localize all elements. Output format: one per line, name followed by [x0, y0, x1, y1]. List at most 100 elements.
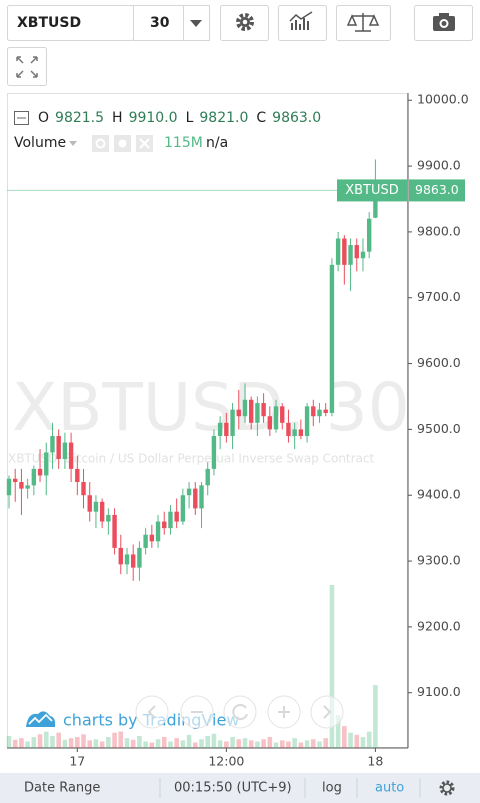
gear-icon: [236, 13, 254, 31]
volume-bar: [335, 715, 341, 748]
candle-body: [99, 501, 105, 522]
symbol-tag-label: XBTUSD: [345, 183, 399, 198]
watermark: XBTUSD, 30: [12, 369, 410, 446]
candle-body: [286, 422, 291, 436]
volume-bar: [323, 738, 329, 748]
volume-bar: [342, 726, 347, 748]
navigation-icons: [147, 704, 332, 721]
y-tick-label: 9400.0: [417, 487, 461, 502]
candle-body: [37, 468, 43, 476]
scale-icon: [346, 13, 380, 32]
volume-bar: [180, 740, 186, 748]
volume-bar: [193, 742, 198, 748]
y-tick-label: 9800.0: [417, 223, 461, 238]
candle-body: [236, 409, 241, 417]
symbol-tag: [337, 179, 407, 202]
candle-body: [242, 399, 248, 417]
price-tag: [409, 179, 465, 202]
candle-body: [342, 238, 347, 265]
y-tick-label: 9100.0: [417, 684, 461, 699]
volume-controls: [92, 135, 153, 152]
volume-status: n/a: [206, 135, 228, 151]
scroll-right[interactable]: [310, 695, 344, 729]
log-toggle[interactable]: log: [322, 781, 342, 796]
candle-body: [137, 547, 142, 568]
y-tick-label: 9700.0: [417, 289, 461, 304]
fullscreen-button[interactable]: [7, 47, 47, 86]
volume-dropdown[interactable]: [69, 141, 77, 146]
y-tick-label: 9500.0: [417, 421, 461, 436]
volume-bar: [360, 737, 366, 748]
volume-bar: [329, 585, 335, 748]
ohlc-value: 9821.5: [55, 110, 104, 126]
candle-body: [112, 514, 117, 548]
clock: 00:15:50 (UTC+9): [174, 781, 292, 796]
volume-bar: [248, 740, 254, 748]
volume-bar: [75, 737, 80, 748]
volume-bar: [25, 741, 30, 748]
volume-bar: [205, 735, 211, 748]
candle-body: [149, 534, 155, 542]
volume-value: 115M: [164, 135, 203, 151]
candle-body: [366, 218, 372, 252]
y-tick-label: 9300.0: [417, 553, 461, 568]
volume-bar: [199, 739, 204, 748]
volume-name: Volume: [14, 135, 66, 151]
x-tick-label: 12:00: [208, 754, 244, 769]
volume-bar: [12, 739, 18, 748]
volume-bar: [286, 741, 291, 748]
fullscreen-icon: [16, 56, 38, 78]
candle-body: [224, 422, 229, 436]
auto-toggle[interactable]: auto: [375, 781, 404, 796]
scroll-left[interactable]: [135, 695, 169, 729]
ohlc-key: H: [112, 110, 123, 126]
ohlc-legend: O 9821.5 H 9910.0 L 9821.0 C 9863.0: [38, 110, 321, 126]
candle-body: [255, 403, 260, 423]
camera-icon: [433, 13, 455, 31]
volume-bar: [298, 742, 304, 748]
candle-body: [354, 245, 359, 259]
ohlc-key: C: [256, 110, 266, 126]
volume-bar: [143, 741, 148, 748]
volume-bar: [273, 742, 279, 748]
volume-bar: [37, 734, 43, 748]
x-tick-label: 18: [367, 754, 383, 769]
volume-bar: [81, 734, 86, 748]
y-tick-label: 10000.0: [417, 92, 469, 107]
candle-body: [180, 495, 186, 522]
candle-body: [360, 251, 366, 259]
interval-box[interactable]: [133, 5, 184, 41]
ohlc-value: 9863.0: [272, 110, 321, 126]
ohlc-value: 9821.0: [199, 110, 248, 126]
candle-body: [373, 190, 378, 218]
candle-body: [193, 488, 198, 509]
candle-body: [311, 406, 316, 417]
candle-body: [186, 488, 192, 496]
volume-bar: [99, 741, 105, 748]
candle-body: [174, 511, 179, 522]
candle-body: [19, 482, 24, 489]
volume-bar: [149, 742, 155, 748]
volume-bar: [6, 735, 12, 748]
volume-bar: [373, 685, 378, 748]
candle-body: [31, 468, 37, 486]
candle-body: [68, 442, 74, 469]
candle-body: [298, 429, 304, 436]
indicators-icon: [289, 11, 313, 30]
volume-bar: [261, 739, 266, 748]
candle-body: [267, 416, 273, 430]
reset[interactable]: [223, 695, 257, 729]
date-range[interactable]: Date Range: [24, 781, 100, 796]
volume-bar: [317, 741, 322, 748]
ohlc-value: 9910.0: [129, 110, 178, 126]
indicators-button[interactable]: [278, 5, 327, 41]
candle-body: [329, 264, 335, 413]
candle-body: [124, 554, 130, 565]
volume-bar: [137, 735, 142, 748]
volume-bar: [292, 738, 297, 748]
volume-bar: [354, 734, 360, 748]
footer-settings[interactable]: [439, 780, 455, 796]
volume-bar: [224, 741, 229, 748]
candle-body: [93, 501, 99, 512]
candle-body: [50, 435, 55, 453]
